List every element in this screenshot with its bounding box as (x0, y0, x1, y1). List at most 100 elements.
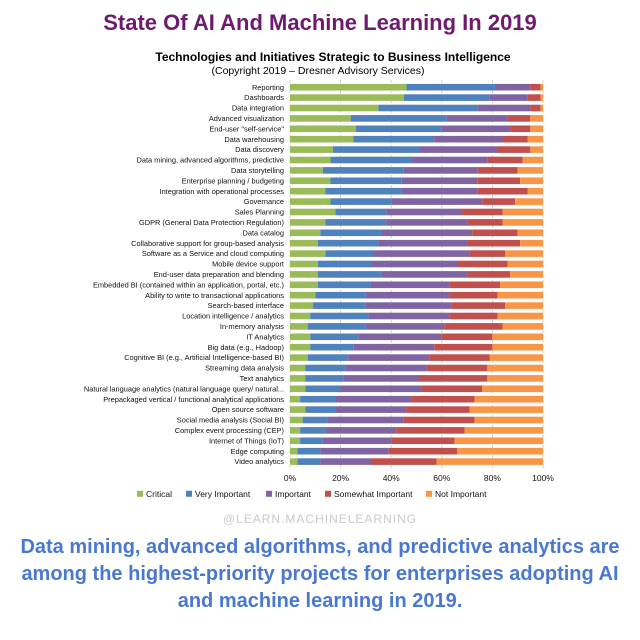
bar-segment (441, 333, 493, 341)
page-headline: State Of AI And Machine Learning In 2019 (103, 10, 537, 35)
category-label: End-user "self-service" (209, 124, 284, 133)
bar-segment (300, 437, 323, 445)
legend-swatch (137, 490, 143, 497)
bar-segment (487, 375, 543, 382)
bar-segment (305, 364, 346, 372)
bar-segment (307, 323, 366, 330)
category-label: Social media analysis (Social BI) (177, 416, 284, 425)
bar-segment (290, 187, 326, 195)
bar-segment (365, 323, 445, 330)
bar-segment (290, 239, 318, 247)
bar-segment (370, 281, 450, 289)
bar-segment (358, 333, 442, 341)
bar-segment (370, 458, 437, 465)
bar-segment (307, 354, 349, 361)
bar-segment (305, 385, 341, 393)
bar-segment (386, 208, 463, 216)
bar-segment (396, 427, 465, 434)
bar-segment (330, 177, 402, 185)
bar-segment (290, 385, 306, 393)
category-label: Data discovery (235, 145, 284, 154)
bar-segment (527, 187, 543, 195)
category-label: Dashboards (244, 93, 284, 102)
bar-segment (343, 375, 420, 382)
bar-segment (315, 291, 366, 299)
bar-segment (290, 427, 301, 434)
bar-segment (317, 239, 379, 247)
bar-segment (327, 416, 404, 424)
bar-segment (290, 146, 334, 153)
bar-segment (290, 219, 326, 226)
bar-segment (517, 229, 543, 237)
bar-segment (419, 375, 488, 382)
bar-segment (482, 385, 543, 393)
bar-segment (300, 427, 326, 434)
bar-segment (406, 83, 495, 91)
bar-segment (391, 437, 455, 445)
bar-segment (520, 239, 543, 247)
bar-segment (312, 302, 366, 309)
watermark-handle: @LEARN.MACHINELEARNING (222, 512, 418, 526)
bar-segment (527, 94, 541, 101)
category-label: Internet of Things (IoT) (209, 436, 284, 445)
bar-segment (456, 447, 543, 455)
bar-segment (378, 239, 468, 247)
bar-segment (322, 167, 404, 174)
bar-segment (469, 406, 543, 413)
bar-segment (487, 156, 523, 164)
bar-segment (290, 323, 308, 330)
bar-segment (540, 83, 543, 91)
legend-swatch (426, 490, 432, 497)
bar-segment (456, 260, 508, 268)
bar-segment (290, 354, 308, 361)
bar-segment (310, 312, 369, 320)
bar-segment (317, 260, 371, 268)
category-label: Sales Planning (235, 208, 284, 217)
category-label: Governance (244, 197, 284, 206)
category-label: Integration with operational processes (160, 187, 285, 196)
bar-segment (297, 447, 321, 455)
category-label: In-memory analysis (220, 322, 284, 331)
bar-segment (477, 177, 521, 185)
bar-segment (340, 385, 422, 393)
bar-segment (502, 219, 543, 226)
bar-segment (365, 291, 450, 299)
bar-segment (522, 156, 543, 164)
bar-segment (492, 343, 543, 351)
bar-segment (322, 437, 392, 445)
bar-segment (507, 115, 531, 122)
bar-segment (373, 250, 470, 257)
x-tick-label: 60% (433, 473, 450, 483)
bar-segment (300, 395, 336, 403)
bar-segment (446, 115, 508, 122)
bar-segment (290, 333, 311, 341)
bar-segment (310, 343, 354, 351)
chart-bars (290, 83, 543, 465)
bar-segment (335, 208, 387, 216)
x-tick-label: 80% (484, 473, 501, 483)
legend-swatch (325, 490, 331, 497)
bar-segment (290, 135, 354, 143)
bar-segment (494, 83, 531, 91)
category-label: Software as a Service and cloud computin… (142, 249, 284, 258)
bar-segment (492, 333, 543, 341)
bar-segment (403, 416, 475, 424)
bar-segment (530, 115, 543, 122)
bar-segment (489, 94, 528, 101)
bar-segment (320, 447, 389, 455)
bar-segment (353, 135, 435, 143)
bar-segment (497, 146, 531, 153)
bar-segment (330, 156, 412, 164)
x-tick-label: 40% (383, 473, 400, 483)
bar-segment (527, 135, 543, 143)
category-label: End-user data preparation and blending (154, 270, 284, 279)
bar-segment (290, 94, 404, 101)
legend-label: Critical (146, 489, 172, 499)
bar-segment (507, 260, 543, 268)
bar-segment (355, 125, 442, 133)
category-label: Data integration (232, 104, 284, 113)
bar-segment (436, 458, 543, 465)
bar-segment (290, 447, 298, 455)
bar-segment (290, 271, 318, 278)
category-label: Data warehousing (224, 135, 284, 144)
